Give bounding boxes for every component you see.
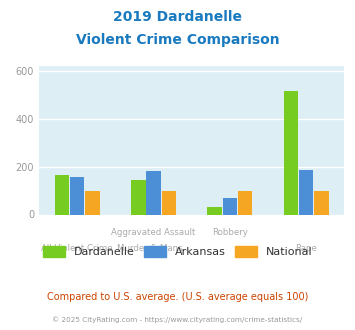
Bar <box>284 91 298 214</box>
Bar <box>85 190 100 215</box>
Text: © 2025 CityRating.com - https://www.cityrating.com/crime-statistics/: © 2025 CityRating.com - https://www.city… <box>53 317 302 323</box>
Text: 2019 Dardanelle: 2019 Dardanelle <box>113 10 242 24</box>
Text: Violent Crime Comparison: Violent Crime Comparison <box>76 33 279 47</box>
Text: Rape: Rape <box>295 244 317 253</box>
Bar <box>314 190 329 215</box>
Bar <box>299 170 313 214</box>
Legend: Dardanelle, Arkansas, National: Dardanelle, Arkansas, National <box>38 242 317 262</box>
Bar <box>55 175 69 214</box>
Text: Aggravated Assault: Aggravated Assault <box>111 228 196 237</box>
Bar <box>223 198 237 214</box>
Text: Murder & Mans...: Murder & Mans... <box>117 244 190 253</box>
Text: Robbery: Robbery <box>212 228 248 237</box>
Text: Compared to U.S. average. (U.S. average equals 100): Compared to U.S. average. (U.S. average … <box>47 292 308 302</box>
Bar <box>70 177 84 214</box>
Bar <box>162 190 176 215</box>
Bar <box>146 171 161 214</box>
Bar <box>207 207 222 215</box>
Bar <box>238 190 252 215</box>
Bar <box>131 180 146 214</box>
Text: All Violent Crime: All Violent Crime <box>42 244 113 253</box>
